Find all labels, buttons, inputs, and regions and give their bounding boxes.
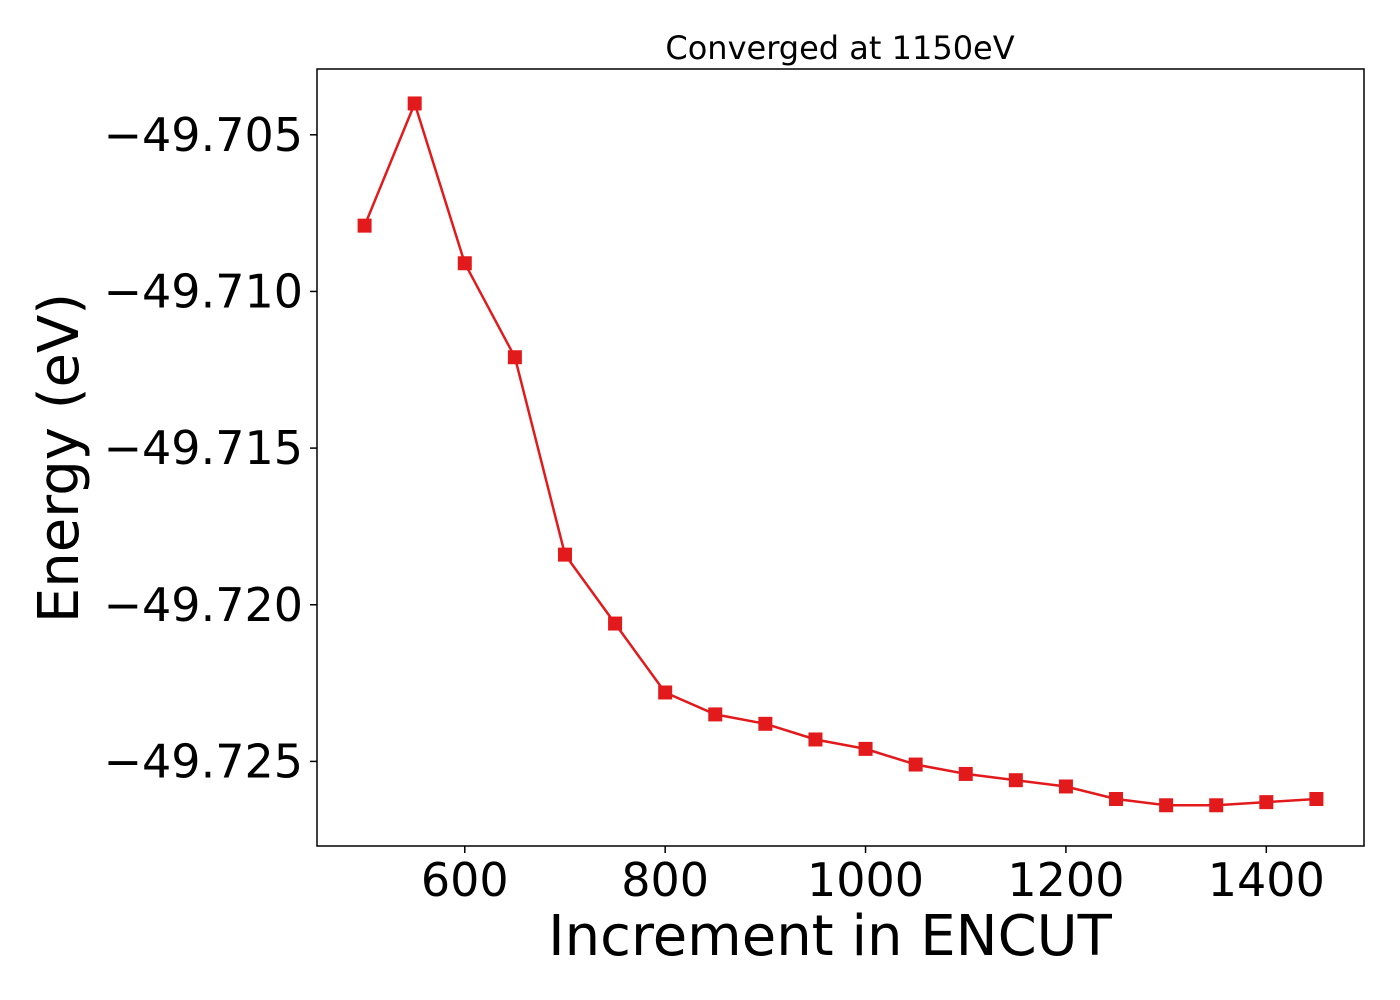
data-point-marker [1109, 792, 1124, 807]
y-axis-title: Energy (eV) [27, 293, 92, 623]
data-point-marker [1209, 798, 1224, 813]
data-point-marker [1259, 795, 1274, 810]
data-point-marker [507, 350, 522, 365]
data-point-marker [758, 716, 773, 731]
data-point-marker [357, 218, 372, 233]
data-point-marker [608, 616, 623, 631]
plot-area-frame [316, 68, 1365, 847]
series-line [363, 99, 1317, 807]
y-tick-label: −49.720 [104, 578, 304, 632]
data-point-marker [1058, 779, 1073, 794]
x-tick-label: 1200 [1007, 853, 1124, 907]
y-tick-label: −49.710 [104, 264, 304, 318]
y-tick-label: −49.725 [104, 734, 304, 788]
data-point-marker [908, 757, 923, 772]
data-point-marker [808, 732, 823, 747]
x-axis: 600 800 1000 1200 1400 [421, 846, 1325, 907]
data-point-marker [708, 707, 723, 722]
data-point-marker [1008, 773, 1023, 788]
x-tick-label: 600 [421, 853, 509, 907]
data-point-marker [1309, 792, 1324, 807]
x-tick-label: 1000 [807, 853, 924, 907]
data-point-marker [658, 685, 673, 700]
data-point-marker [557, 547, 572, 562]
y-axis: −49.705 −49.710 −49.715 −49.720 −49.725 [104, 108, 317, 788]
series-layer [357, 96, 1324, 813]
data-point-marker [858, 741, 873, 756]
x-tick-label: 800 [621, 853, 709, 907]
y-tick-label: −49.705 [104, 108, 304, 162]
x-axis-title: Increment in ENCUT [548, 904, 1113, 969]
data-point-marker [1159, 798, 1174, 813]
x-tick-label: 1400 [1208, 853, 1325, 907]
data-point-marker [958, 766, 973, 781]
data-point-marker [407, 96, 422, 111]
chart-title: Converged at 1150eV [665, 29, 1014, 67]
data-point-marker [457, 256, 472, 271]
y-tick-label: −49.715 [104, 421, 304, 475]
